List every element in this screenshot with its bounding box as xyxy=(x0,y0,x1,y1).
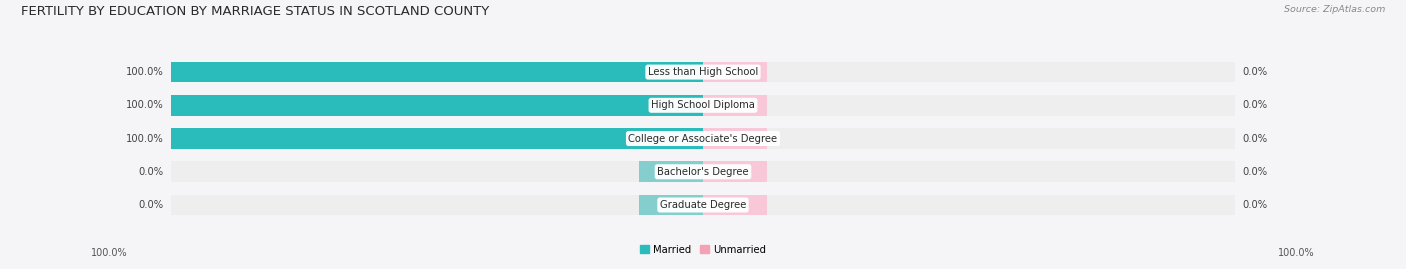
Text: 100.0%: 100.0% xyxy=(1278,248,1315,258)
Text: 0.0%: 0.0% xyxy=(138,200,163,210)
Text: 100.0%: 100.0% xyxy=(125,133,163,144)
Text: 0.0%: 0.0% xyxy=(138,167,163,177)
Text: Less than High School: Less than High School xyxy=(648,67,758,77)
Bar xyxy=(172,161,1234,182)
Text: 0.0%: 0.0% xyxy=(1243,167,1268,177)
Text: 0.0%: 0.0% xyxy=(1243,67,1268,77)
Text: 0.0%: 0.0% xyxy=(1243,200,1268,210)
Text: 100.0%: 100.0% xyxy=(125,100,163,110)
Bar xyxy=(703,95,766,116)
Bar xyxy=(172,62,703,82)
Bar xyxy=(703,195,766,215)
Bar xyxy=(172,128,703,149)
Text: Graduate Degree: Graduate Degree xyxy=(659,200,747,210)
Text: 100.0%: 100.0% xyxy=(91,248,128,258)
Bar xyxy=(703,62,766,82)
Text: 100.0%: 100.0% xyxy=(125,67,163,77)
Text: Source: ZipAtlas.com: Source: ZipAtlas.com xyxy=(1284,5,1385,14)
Bar xyxy=(703,161,766,182)
Bar xyxy=(172,95,1234,116)
Bar xyxy=(172,62,1234,82)
Text: 0.0%: 0.0% xyxy=(1243,100,1268,110)
Legend: Married, Unmarried: Married, Unmarried xyxy=(637,240,769,259)
Text: 0.0%: 0.0% xyxy=(1243,133,1268,144)
Bar xyxy=(640,161,703,182)
Text: Bachelor's Degree: Bachelor's Degree xyxy=(657,167,749,177)
Bar xyxy=(172,128,1234,149)
Text: High School Diploma: High School Diploma xyxy=(651,100,755,110)
Bar xyxy=(703,128,766,149)
Bar xyxy=(640,195,703,215)
Bar xyxy=(172,95,703,116)
Bar xyxy=(172,195,1234,215)
Text: College or Associate's Degree: College or Associate's Degree xyxy=(628,133,778,144)
Text: FERTILITY BY EDUCATION BY MARRIAGE STATUS IN SCOTLAND COUNTY: FERTILITY BY EDUCATION BY MARRIAGE STATU… xyxy=(21,5,489,18)
